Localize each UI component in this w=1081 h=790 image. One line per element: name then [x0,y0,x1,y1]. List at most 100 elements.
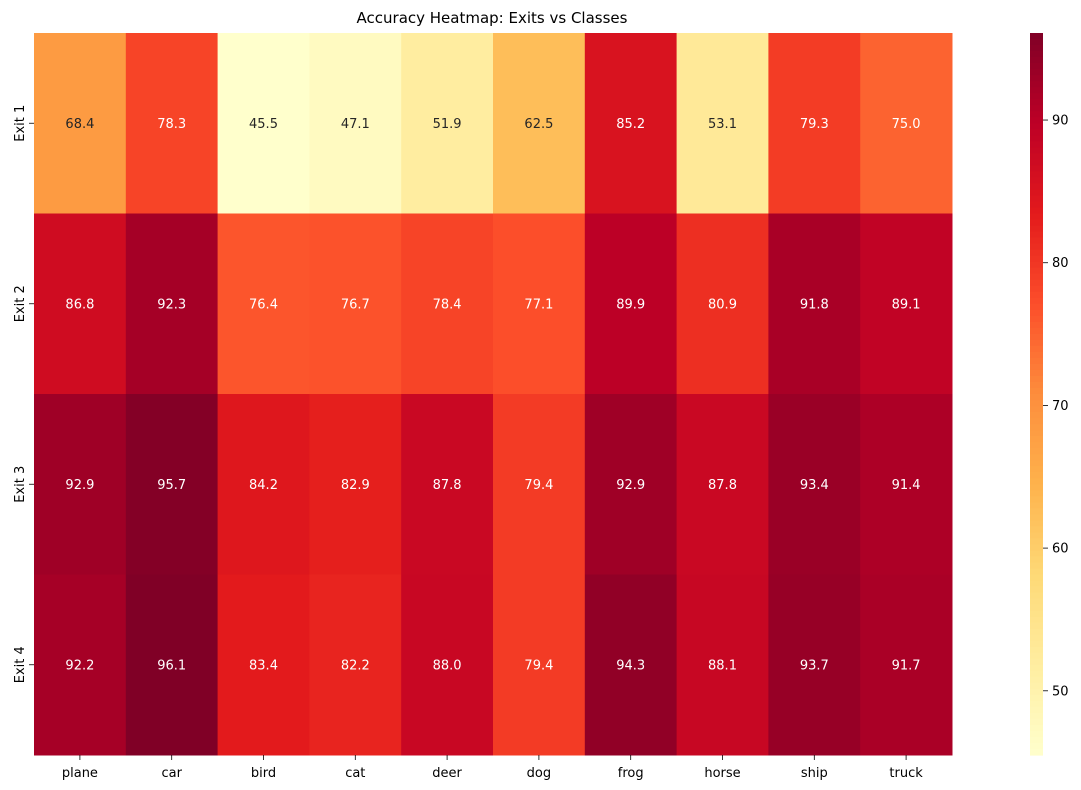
colorbar-segment [1030,285,1043,293]
x-tick-label: ship [801,766,828,781]
cell-label: 92.3 [157,297,186,312]
colorbar-segment [1030,249,1043,257]
colorbar-segment [1030,592,1043,600]
y-tick-label: Exit 1 [13,105,28,142]
colorbar-segment [1030,466,1043,473]
heatmap-cell [676,33,769,214]
heatmap-cell [217,574,310,756]
colorbar-segment [1030,327,1043,335]
colorbar-segment [1030,436,1043,443]
colorbar-segment [1030,339,1043,347]
cell-label: 82.2 [341,658,370,673]
heatmap-cell [34,33,127,214]
cell-label: 88.1 [708,658,737,673]
heatmap-cell [125,574,219,756]
x-tick-label: cat [345,766,365,781]
cell-label: 86.8 [65,297,94,312]
heatmap-cell [584,394,678,575]
colorbar-segment [1030,357,1043,365]
colorbar-segment [1030,129,1043,136]
heatmap-cell [217,394,310,575]
colorbar-segment [1030,520,1043,527]
colorbar-segment [1030,586,1043,594]
colorbar-tick-label: 60 [1052,542,1069,557]
colorbar-segment [1030,177,1043,185]
colorbar-segment [1030,424,1043,431]
cell-label: 88.0 [433,658,462,673]
colorbar-segment [1030,706,1043,714]
colorbar-segment [1030,604,1043,612]
colorbar-segment [1030,369,1043,377]
colorbar-segment [1030,105,1043,112]
heatmap-cell [676,213,769,395]
colorbar-segment [1030,111,1043,118]
heatmap-cell [125,213,219,395]
colorbar-segment [1030,291,1043,299]
heatmap-cell [401,33,494,214]
colorbar-axis: 50 60 70 80 90 [1043,114,1069,699]
colorbar-segment [1030,297,1043,305]
cell-label: 92.2 [65,658,94,673]
heatmap-cell [125,394,219,575]
colorbar-segment [1030,700,1043,708]
cell-label: 62.5 [524,117,553,132]
colorbar-segment [1030,748,1043,756]
colorbar-segment [1030,460,1043,467]
heatmap-cell [401,394,494,575]
y-tick-label: Exit 4 [13,646,28,683]
colorbar-segment [1030,490,1043,497]
colorbar-segment [1030,442,1043,449]
heatmap-cell [401,213,494,395]
cell-label: 77.1 [524,297,553,312]
chart-title: Accuracy Heatmap: Exits vs Classes [357,9,628,27]
colorbar-segment [1030,688,1043,696]
colorbar-segment [1030,345,1043,353]
colorbar-segment [1030,610,1043,618]
cell-label: 75.0 [892,117,921,132]
x-tick-label: plane [62,766,98,781]
colorbar-segment [1030,730,1043,738]
x-tick-label: bird [251,766,276,781]
colorbar-segment [1030,712,1043,720]
colorbar-segment [1030,634,1043,642]
colorbar-segment [1030,117,1043,124]
colorbar-segment [1030,736,1043,744]
cell-label: 79.4 [524,478,553,493]
heatmap-cell [860,394,953,575]
colorbar-segment [1030,652,1043,660]
colorbar-segment [1030,556,1043,564]
heatmap-cell [34,213,127,395]
colorbar-segment [1030,670,1043,678]
heatmap-cell [493,33,586,214]
colorbar-segment [1030,45,1043,52]
cell-label: 68.4 [65,117,94,132]
colorbar-segment [1030,147,1043,154]
colorbar-segment [1030,303,1043,311]
x-tick-label: frog [618,766,644,781]
x-axis: plane car bird cat deer dog frog horse ship truck [62,755,923,781]
colorbar-segment [1030,225,1043,233]
colorbar-segment [1030,381,1043,389]
colorbar-segment [1030,123,1043,130]
heatmap-cell [34,574,127,756]
colorbar-segment [1030,261,1043,269]
colorbar-segment [1030,568,1043,576]
colorbar-segment [1030,99,1043,106]
colorbar-segment [1030,183,1043,191]
colorbar [1030,33,1043,756]
colorbar-segment [1030,315,1043,323]
heatmap-cell [493,394,586,575]
colorbar-segment [1030,616,1043,624]
colorbar-segment [1030,159,1043,166]
colorbar-segment [1030,69,1043,76]
cell-label: 91.8 [800,297,829,312]
colorbar-segment [1030,81,1043,88]
colorbar-segment [1030,141,1043,148]
heatmap-cell [309,574,402,756]
colorbar-segment [1030,448,1043,455]
colorbar-segment [1030,526,1043,533]
colorbar-segment [1030,472,1043,479]
colorbar-segment [1030,51,1043,58]
cell-label: 91.7 [892,658,921,673]
